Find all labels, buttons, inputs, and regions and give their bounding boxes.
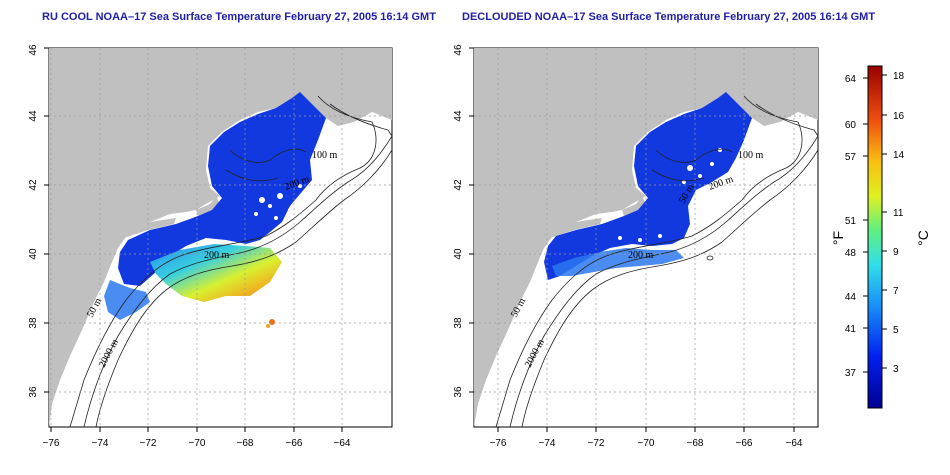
- x-tick-label: −68: [237, 438, 254, 449]
- left-map-panel: 100 m 200 m 200 m 50 m 2000 m −76 −74 −7…: [28, 44, 393, 449]
- y-tick-label: 38: [453, 317, 464, 329]
- left-map-title: RU COOL NOAA–17 Sea Surface Temperature …: [42, 11, 436, 23]
- fahrenheit-tick: 51: [845, 216, 857, 227]
- isobath-lines: [495, 95, 818, 427]
- celsius-tick: 7: [893, 286, 899, 297]
- right-x-axis: −76 −74 −72 −70 −68 −66 −64: [490, 427, 803, 449]
- land-long-island: [546, 218, 602, 238]
- x-tick-label: −74: [92, 438, 109, 449]
- fahrenheit-tick: 41: [845, 324, 857, 335]
- land-nova-scotia: [726, 62, 818, 126]
- right-map-title: DECLOUDED NOAA–17 Sea Surface Temperatur…: [462, 11, 876, 23]
- y-tick-label: 46: [453, 44, 464, 56]
- sst-shelf-water: [104, 280, 150, 320]
- x-tick-label: −64: [786, 438, 803, 449]
- x-tick-label: −76: [490, 438, 507, 449]
- x-tick-label: −64: [334, 438, 351, 449]
- x-tick-label: −66: [736, 438, 753, 449]
- sst-shelf-water: [552, 248, 684, 276]
- warm-patch: [269, 319, 275, 325]
- y-tick-label: 36: [453, 386, 464, 398]
- fahrenheit-tick: 64: [845, 74, 857, 85]
- isobath-label: 100 m: [312, 150, 338, 161]
- warm-patch: [266, 324, 270, 328]
- land-mass: [49, 48, 392, 427]
- celsius-tick: 16: [893, 111, 905, 122]
- fahrenheit-axis-label: °F: [830, 231, 846, 245]
- celsius-axis-label: °C: [915, 230, 931, 246]
- temperature-colorbar: 64 60 57 51 48 44 41 37 18 16 14 11 9 7 …: [830, 65, 931, 409]
- left-y-axis: 36 38 40 42 44 46: [28, 44, 49, 398]
- colorbar-gradient: [867, 65, 883, 409]
- y-tick-label: 44: [453, 110, 464, 122]
- celsius-tick: 5: [893, 325, 899, 336]
- y-tick-label: 46: [28, 44, 39, 56]
- y-tick-label: 40: [28, 248, 39, 260]
- isobath-label: 100 m: [738, 150, 764, 161]
- y-tick-label: 36: [28, 386, 39, 398]
- graticule: [49, 48, 392, 427]
- x-tick-label: −76: [43, 438, 60, 449]
- land-cape-cod: [196, 196, 220, 216]
- x-tick-label: −70: [189, 438, 206, 449]
- land-mass: [474, 48, 818, 427]
- fahrenheit-tick: 48: [845, 248, 857, 259]
- land-cape-cod: [622, 196, 646, 216]
- x-tick-label: −74: [539, 438, 556, 449]
- y-tick-label: 38: [28, 317, 39, 329]
- sst-cold-water: [118, 92, 326, 286]
- fahrenheit-tick: 37: [845, 368, 857, 379]
- celsius-tick: 18: [893, 71, 905, 82]
- x-tick-label: −66: [286, 438, 303, 449]
- y-tick-label: 40: [453, 248, 464, 260]
- left-x-axis: −76 −74 −72 −70 −68 −66 −64: [43, 427, 351, 449]
- celsius-tick: 9: [893, 247, 899, 258]
- x-tick-label: −68: [687, 438, 704, 449]
- right-y-axis: 36 38 40 42 44 46: [453, 44, 474, 398]
- sst-warm-water: [150, 244, 282, 302]
- x-tick-label: −72: [140, 438, 157, 449]
- graticule: [474, 48, 818, 427]
- land-nova-scotia: [300, 62, 392, 126]
- celsius-tick: 3: [893, 364, 899, 375]
- celsius-tick: 14: [893, 150, 905, 161]
- isobath-lines: [69, 95, 392, 427]
- isobath-label: 200 m: [628, 250, 654, 261]
- y-tick-label: 42: [28, 179, 39, 191]
- x-tick-label: −70: [638, 438, 655, 449]
- right-map-panel: 100 m 200 m 50 m 200 m 50 m 2000 m −76 −…: [453, 44, 819, 449]
- isobath-label: 200 m: [204, 250, 230, 261]
- x-tick-label: −72: [588, 438, 605, 449]
- celsius-tick: 11: [893, 208, 904, 219]
- fahrenheit-tick: 60: [845, 120, 857, 131]
- fahrenheit-tick: 44: [845, 292, 857, 303]
- y-tick-label: 42: [453, 179, 464, 191]
- y-tick-label: 44: [28, 110, 39, 122]
- fahrenheit-tick: 57: [845, 152, 857, 163]
